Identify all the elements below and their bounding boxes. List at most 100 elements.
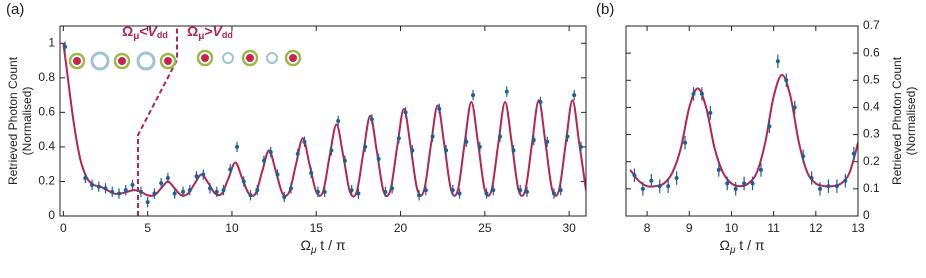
x-axis-label: Ωμ t / π [719, 237, 764, 256]
data-point [336, 119, 341, 123]
data-point [691, 91, 696, 96]
data-point [214, 189, 219, 194]
data-point [376, 157, 381, 161]
data-point [674, 176, 679, 180]
data-point [396, 136, 401, 141]
y-tick-label: 0.2 [863, 154, 880, 168]
data-point [565, 134, 570, 139]
data-point [545, 139, 550, 144]
annotation: Ωμ>Vdd [187, 23, 233, 42]
x-tick-label: 25 [478, 221, 492, 235]
data-point [758, 167, 763, 172]
annotation: Ωμ<Vdd [122, 23, 168, 42]
y-tick-label: 0 [863, 208, 870, 222]
x-tick-label: 13 [851, 221, 865, 235]
data-point [356, 191, 361, 196]
plot-area [62, 41, 586, 208]
data-point [309, 170, 314, 175]
data-point [640, 186, 645, 191]
data-point [666, 184, 671, 189]
data-point [792, 105, 797, 110]
data-point [390, 186, 395, 191]
x-tick-label: 10 [725, 221, 739, 235]
x-tick-label: 8 [644, 221, 651, 235]
data-point [228, 167, 233, 172]
data-point [83, 176, 88, 180]
data-point [464, 139, 469, 144]
data-point [826, 184, 831, 189]
data-point [138, 189, 143, 194]
y-axis-label: (Normalised) [20, 87, 34, 156]
data-point [742, 181, 747, 186]
data-point [165, 176, 170, 180]
data-point [491, 188, 496, 193]
data-point [767, 124, 772, 129]
data-point [457, 191, 462, 196]
x-tick-label: 12 [809, 221, 823, 235]
data-point [110, 189, 115, 194]
data-point [558, 188, 563, 193]
x-tick-label: 30 [562, 221, 576, 235]
data-point [130, 182, 135, 187]
y-axis-label: Retrieved Photon Count [890, 56, 904, 185]
y-tick-label: 0.3 [863, 127, 880, 141]
data-point [302, 139, 307, 144]
data-point [657, 184, 662, 189]
data-point [322, 189, 327, 194]
data-point [477, 144, 482, 149]
data-point [572, 93, 577, 98]
y-tick-label: 0.6 [38, 105, 55, 119]
data-point [383, 189, 388, 194]
data-point [511, 148, 516, 153]
y-tick-label: 0.5 [863, 72, 880, 86]
data-point [342, 158, 347, 163]
data-point [349, 188, 354, 193]
data-point [369, 117, 374, 122]
data-point [288, 186, 293, 191]
data-point [444, 148, 449, 153]
data-point [423, 188, 428, 193]
x-tick-label: 5 [144, 221, 151, 235]
y-tick-label: 0.4 [863, 100, 880, 114]
data-point [578, 144, 583, 149]
x-axis-label: Ωμ t / π [300, 237, 345, 256]
data-point [103, 186, 108, 191]
data-point [117, 191, 122, 196]
data-point [725, 181, 730, 186]
data-point [417, 193, 422, 198]
regime-boundary [137, 26, 178, 216]
data-point [784, 78, 789, 83]
data-point [268, 150, 273, 155]
data-point [315, 189, 320, 194]
data-point [818, 186, 823, 191]
y-tick-label: 0.4 [38, 139, 55, 153]
x-tick-label: 9 [686, 221, 693, 235]
panel-label: (a) [6, 1, 24, 18]
data-point [187, 188, 192, 193]
data-point [159, 181, 164, 186]
fit-line [629, 73, 858, 188]
data-point [181, 189, 186, 194]
data-point [504, 89, 509, 94]
data-point [235, 144, 240, 149]
data-point [90, 182, 95, 187]
data-point [221, 188, 226, 193]
plot-area [629, 54, 858, 196]
data-point [843, 178, 848, 183]
data-point [255, 188, 260, 193]
data-point [716, 167, 721, 172]
data-point [403, 110, 408, 115]
data-point [834, 184, 839, 189]
data-point [194, 174, 199, 179]
data-point [699, 91, 704, 96]
x-tick-label: 11 [767, 221, 780, 235]
data-point [649, 178, 654, 183]
data-point [172, 191, 177, 196]
data-point [450, 188, 455, 193]
data-point [123, 188, 128, 193]
data-point [261, 158, 266, 163]
data-point [241, 179, 246, 184]
data-point [733, 186, 738, 191]
plot-frame [625, 25, 859, 217]
data-point [750, 181, 755, 186]
